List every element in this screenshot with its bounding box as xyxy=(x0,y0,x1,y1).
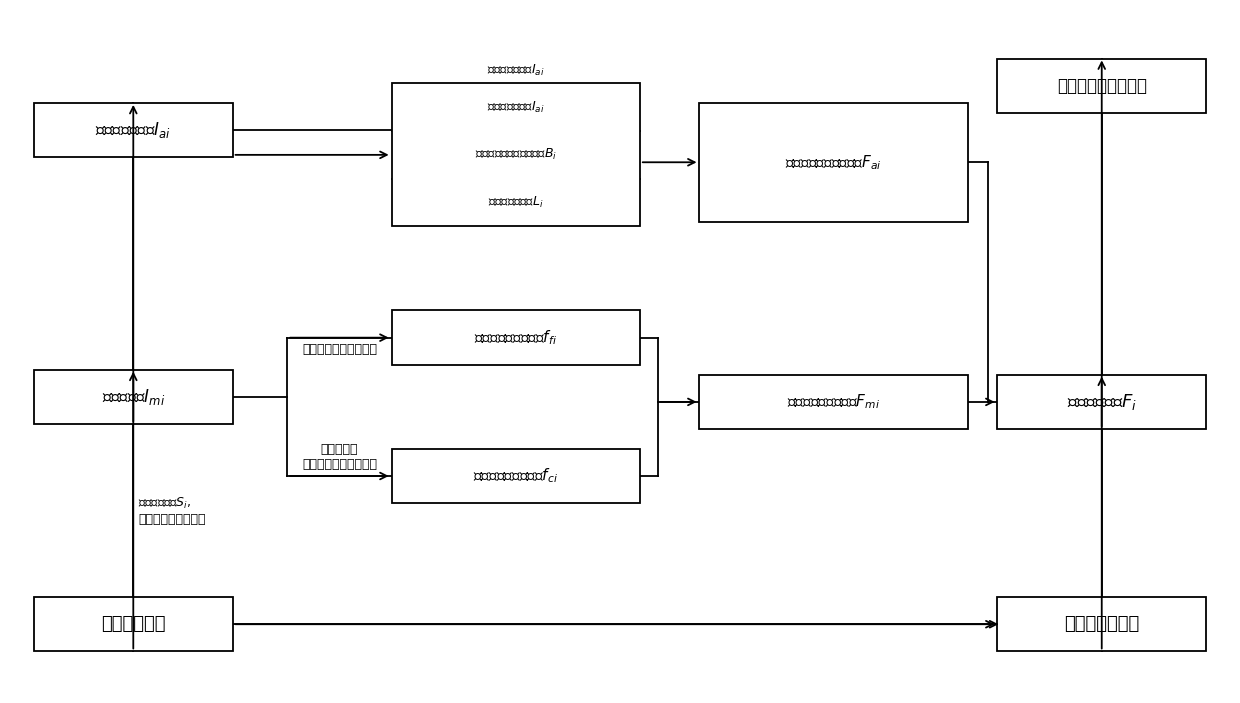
Text: 提取辅助图像钒金件轮廓$B_i$: 提取辅助图像钒金件轮廓$B_i$ xyxy=(475,148,557,162)
Text: 提取辅助视觉特征信息$F_{ai}$: 提取辅助视觉特征信息$F_{ai}$ xyxy=(785,153,882,172)
Bar xyxy=(997,58,1207,113)
Bar xyxy=(997,597,1207,652)
Bar xyxy=(392,311,640,365)
Text: 拍摄辅助图像组$I_{ai}$: 拍摄辅助图像组$I_{ai}$ xyxy=(95,120,171,140)
Bar xyxy=(997,375,1207,429)
Text: 视觉特征信息$F_i$: 视觉特征信息$F_i$ xyxy=(1066,392,1137,412)
Bar xyxy=(392,83,640,226)
Text: 提取图形的内、外轮廓: 提取图形的内、外轮廓 xyxy=(301,342,377,356)
Text: 提取细粒度特征信息$f_{fi}$: 提取细粒度特征信息$f_{fi}$ xyxy=(474,328,557,347)
Bar xyxy=(699,375,967,429)
Bar xyxy=(33,103,233,157)
Text: 提取主视觉特征信息$F_{mi}$: 提取主视觉特征信息$F_{mi}$ xyxy=(787,392,880,411)
Text: 计算图像的
形状因子、旋转不变矩: 计算图像的 形状因子、旋转不变矩 xyxy=(301,443,377,471)
Text: 提取激光线轮廓$L_i$: 提取激光线轮廓$L_i$ xyxy=(489,195,543,210)
Bar xyxy=(33,597,233,652)
Bar xyxy=(699,103,967,221)
Text: 提取粗粒度区分特征$f_{ci}$: 提取粗粒度区分特征$f_{ci}$ xyxy=(474,467,558,485)
Text: 保存信息至数据库中: 保存信息至数据库中 xyxy=(1056,77,1147,95)
Bar xyxy=(33,370,233,424)
Text: 输入钒金件图号: 输入钒金件图号 xyxy=(1064,615,1140,633)
Text: 保存辅助图像组$I_{ai}$: 保存辅助图像组$I_{ai}$ xyxy=(487,63,544,78)
Text: 拍摄主图像$I_{mi}$: 拍摄主图像$I_{mi}$ xyxy=(102,387,165,407)
Bar xyxy=(392,449,640,503)
Text: 钒金件实体库: 钒金件实体库 xyxy=(100,615,166,633)
Text: 依次取出样本$S_i$,
放置于视觉工作平台: 依次取出样本$S_i$, 放置于视觉工作平台 xyxy=(138,496,206,526)
Text: 保存辅助图像组$I_{ai}$: 保存辅助图像组$I_{ai}$ xyxy=(487,100,544,115)
